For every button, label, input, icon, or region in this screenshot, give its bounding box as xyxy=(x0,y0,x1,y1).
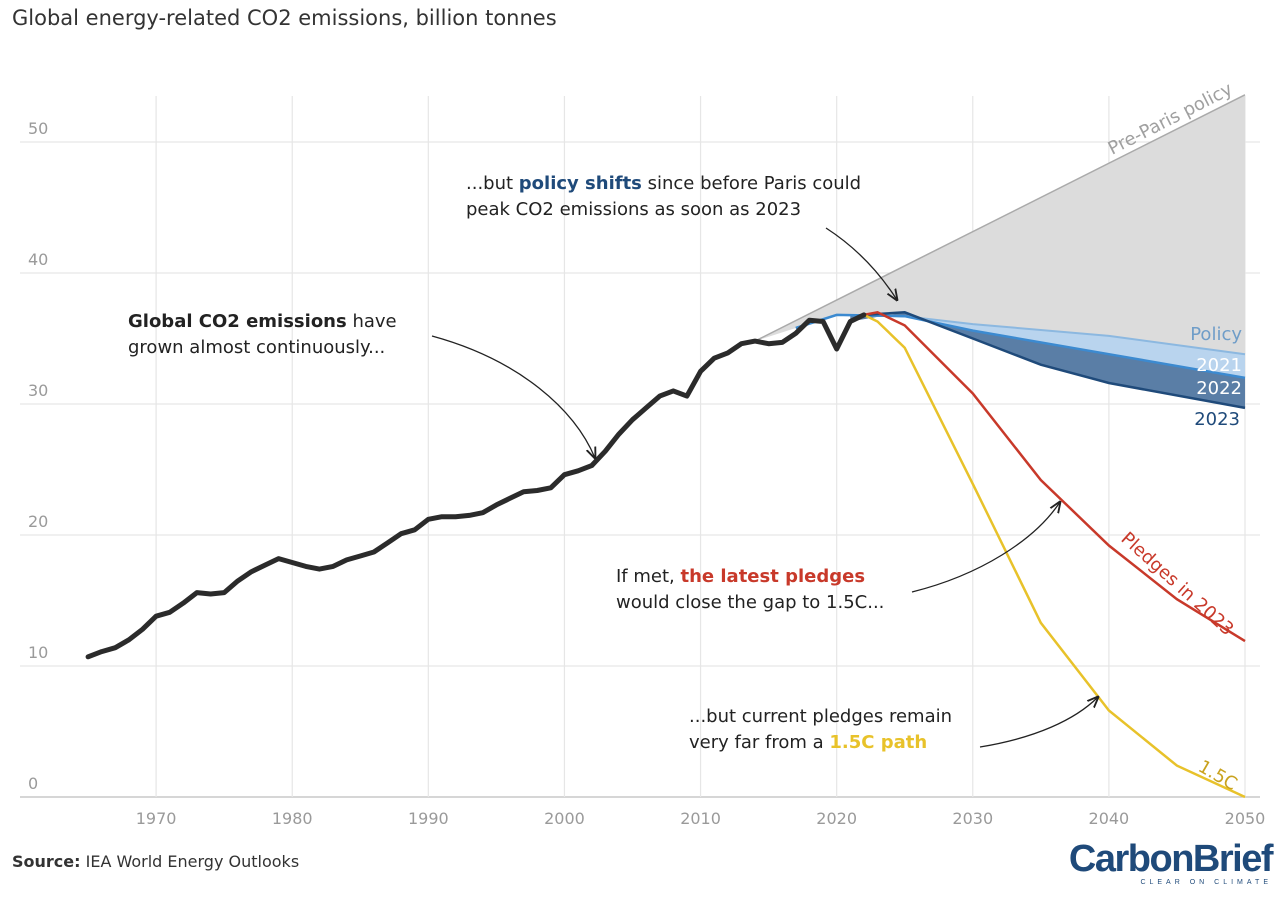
area-band-2022-2023 xyxy=(850,312,1245,408)
line-prepariss xyxy=(754,94,1246,342)
x-tick-label-2020: 2020 xyxy=(816,809,857,828)
annotation-onefive: ...but current pledges remain very far f… xyxy=(689,704,952,756)
annotation-policy-bold: policy shifts xyxy=(518,173,642,194)
annotation-pledges-line2: would close the gap to 1.5C... xyxy=(616,592,885,613)
chart-title: Global energy-related CO2 emissions, bil… xyxy=(12,6,557,30)
annotation-pledges: If met, the latest pledges would close t… xyxy=(616,564,884,616)
y-tick-label-0: 0 xyxy=(28,774,38,793)
annotation-policy-prefix: ...but xyxy=(466,173,519,194)
x-tick-label-1990: 1990 xyxy=(408,809,449,828)
label-policy: Policy xyxy=(1190,324,1242,345)
carbonbrief-logo: CarbonBrief CLEAR ON CLIMATE xyxy=(1068,838,1274,886)
annotation-policy-rest: since before Paris could xyxy=(641,173,862,194)
area-band-2021-2022 xyxy=(795,314,1245,378)
annotation-growth-line2: grown almost continuously... xyxy=(128,337,386,358)
x-tick-label-1970: 1970 xyxy=(136,809,177,828)
annotation-pledges-bold: the latest pledges xyxy=(680,566,866,587)
line-1-5c xyxy=(863,313,1246,799)
y-tick-label-30: 30 xyxy=(28,381,48,400)
x-tick-label-2000: 2000 xyxy=(544,809,585,828)
source-text: IEA World Energy Outlooks xyxy=(80,852,300,871)
y-tick-label-10: 10 xyxy=(28,643,48,662)
arrow-policy xyxy=(825,227,897,300)
y-tick-label-50: 50 xyxy=(28,119,48,138)
line-historical-emissions xyxy=(85,312,867,660)
logo-brand: CarbonBrief xyxy=(1068,838,1274,880)
annotation-onefive-bold: 1.5C path xyxy=(829,732,928,753)
x-tick-label-1980: 1980 xyxy=(272,809,313,828)
label-policy-2023: 2023 xyxy=(1194,409,1240,430)
source-note: Source: IEA World Energy Outlooks xyxy=(12,852,299,871)
x-tick-label-2040: 2040 xyxy=(1089,809,1130,828)
x-tick-label-2050: 2050 xyxy=(1225,809,1266,828)
annotation-growth-bold: Global CO2 emissions xyxy=(128,311,347,332)
annotation-policy-line2: peak CO2 emissions as soon as 2023 xyxy=(466,199,802,220)
annotation-growth: Global CO2 emissions have grown almost c… xyxy=(128,309,397,361)
line-policy-2022 xyxy=(795,313,1246,380)
label-policy-2022: 2022 xyxy=(1196,378,1242,399)
arrow-pledges xyxy=(911,502,1060,593)
x-tick-label-2030: 2030 xyxy=(952,809,993,828)
annotation-growth-rest: have xyxy=(346,311,397,332)
label-pledges-2023: Pledges in 2023 xyxy=(1117,528,1238,640)
arrow-growth xyxy=(431,335,595,458)
label-1-5c: 1.5C xyxy=(1195,756,1241,795)
label-policy-2021: 2021 xyxy=(1196,355,1242,376)
annotation-onefive-line1: ...but current pledges remain xyxy=(689,706,953,727)
y-tick-label-20: 20 xyxy=(28,512,48,531)
annotation-pledges-prefix: If met, xyxy=(616,566,681,587)
arrow-onefive xyxy=(979,697,1098,748)
source-label: Source: xyxy=(12,852,81,871)
y-tick-label-40: 40 xyxy=(28,250,48,269)
x-tick-label-2010: 2010 xyxy=(680,809,721,828)
area-prepariss-gap xyxy=(755,94,1245,355)
annotation-policy: ...but policy shifts since before Paris … xyxy=(466,171,861,223)
line-pledges-2023 xyxy=(863,310,1246,643)
annotation-onefive-prefix: very far from a xyxy=(689,732,830,753)
logo-tagline: CLEAR ON CLIMATE xyxy=(1140,879,1272,886)
